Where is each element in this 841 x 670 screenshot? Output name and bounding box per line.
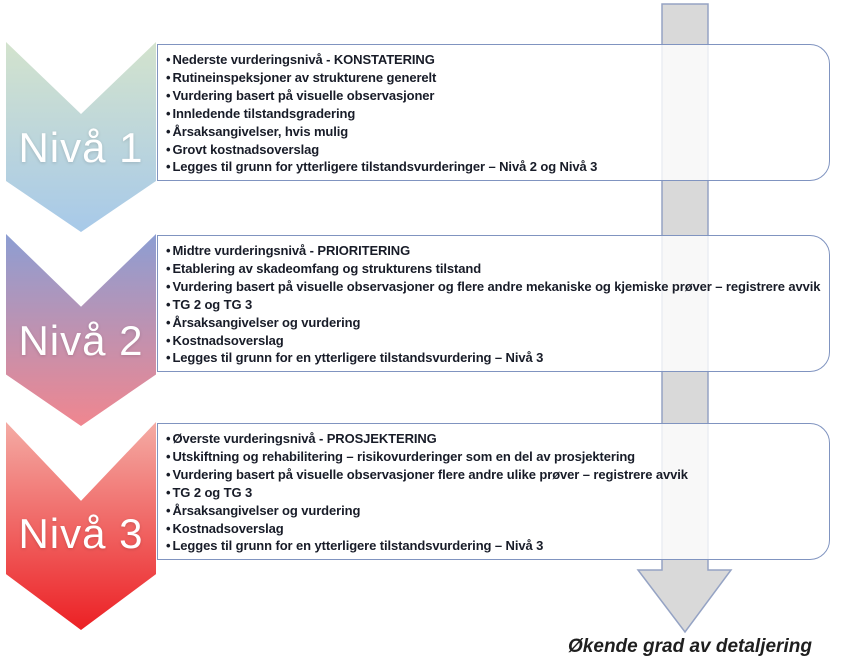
bullet-item: Kostnadsoverslag [166, 520, 821, 538]
bullet-item: Årsaksangivelser, hvis mulig [166, 123, 821, 141]
level-2-box: Midtre vurderingsnivå - PRIORITERING Eta… [157, 235, 830, 372]
bullet-item: Etablering av skadeomfang og strukturens… [166, 260, 821, 278]
level-1-label: Nivå 1 [18, 124, 144, 171]
chevron-down-icon [6, 42, 156, 232]
bullet-item: Legges til grunn for en ytterligere tils… [166, 537, 821, 555]
chevron-niva-2: Nivå 2 [6, 234, 156, 426]
bullet-item: Legges til grunn for en ytterligere tils… [166, 349, 821, 367]
bullet-item: Innledende tilstandsgradering [166, 105, 821, 123]
level-3-label: Nivå 3 [18, 510, 144, 557]
level-3-box: Øverste vurderingsnivå - PROSJEKTERING U… [157, 423, 830, 560]
bullet-item: Årsaksangivelser og vurdering [166, 502, 821, 520]
chevron-niva-1: Nivå 1 [6, 42, 156, 232]
bullet-item: Midtre vurderingsnivå - PRIORITERING [166, 242, 821, 260]
chevron-down-icon [6, 422, 156, 630]
chevron-niva-3: Nivå 3 [6, 422, 156, 630]
bullet-item: Årsaksangivelser og vurdering [166, 314, 821, 332]
bullet-item: Kostnadsoverslag [166, 332, 821, 350]
bullet-item: Vurdering basert på visuelle observasjon… [166, 278, 821, 296]
bullet-item: Legges til grunn for ytterligere tilstan… [166, 158, 821, 176]
bullet-item: Nederste vurderingsnivå - KONSTATERING [166, 51, 821, 69]
bullet-item: TG 2 og TG 3 [166, 484, 821, 502]
bullet-item: Rutineinspeksjoner av strukturene genere… [166, 69, 821, 87]
bullet-item: Vurdering basert på visuelle observasjon… [166, 87, 821, 105]
level-2-label: Nivå 2 [18, 317, 144, 364]
chevron-down-icon [6, 234, 156, 426]
bullet-item: Øverste vurderingsnivå - PROSJEKTERING [166, 430, 821, 448]
bullet-item: Vurdering basert på visuelle observasjon… [166, 466, 821, 484]
bullet-item: Utskiftning og rehabilitering – risikovu… [166, 448, 821, 466]
level-1-box: Nederste vurderingsnivå - KONSTATERING R… [157, 44, 830, 181]
bullet-item: TG 2 og TG 3 [166, 296, 821, 314]
arrow-caption: Økende grad av detaljering [568, 636, 812, 657]
bullet-item: Grovt kostnadsoverslag [166, 141, 821, 159]
